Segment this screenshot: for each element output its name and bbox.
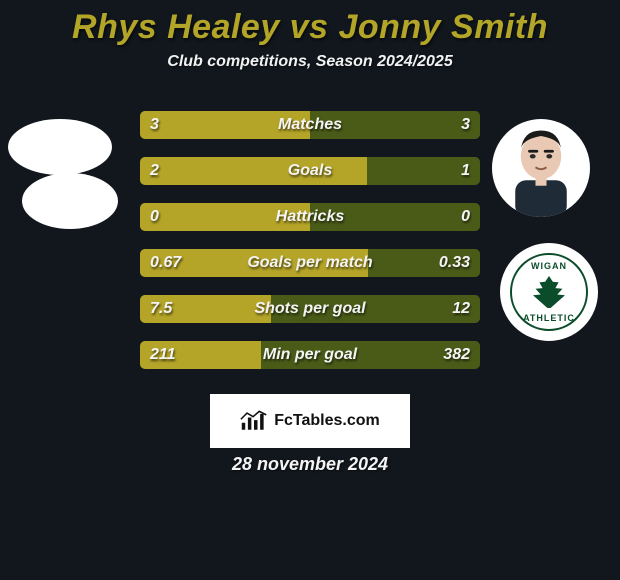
- branding-chart-icon: [240, 410, 268, 432]
- player-silhouette-icon: [495, 125, 587, 217]
- player-left-avatar-placeholder-1: [8, 119, 112, 175]
- stat-label: Matches: [278, 116, 342, 134]
- stat-row: 2 1 Goals: [140, 157, 480, 185]
- stat-value-right: 382: [443, 346, 470, 364]
- stat-value-right: 0: [461, 208, 470, 226]
- stat-value-left: 2: [150, 162, 159, 180]
- comparison-date: 28 november 2024: [232, 454, 388, 475]
- stat-bar-left: [140, 157, 367, 185]
- stat-value-right: 0.33: [439, 254, 470, 272]
- comparison-subtitle: Club competitions, Season 2024/2025: [0, 53, 620, 71]
- stat-row: 3 3 Matches: [140, 111, 480, 139]
- stat-label: Hattricks: [276, 208, 344, 226]
- stat-value-left: 0: [150, 208, 159, 226]
- stat-value-left: 211: [150, 346, 176, 364]
- stat-label: Goals per match: [247, 254, 372, 272]
- branding-text: FcTables.com: [274, 412, 380, 430]
- stat-value-left: 0.67: [150, 254, 181, 272]
- stat-row: 0 0 Hattricks: [140, 203, 480, 231]
- stat-label: Shots per goal: [254, 300, 365, 318]
- club-name-top: WIGAN: [531, 261, 567, 271]
- stat-row: 0.67 0.33 Goals per match: [140, 249, 480, 277]
- stat-value-right: 1: [461, 162, 470, 180]
- club-name-bottom: ATHLETIC: [523, 313, 575, 323]
- club-crest-tree-icon: [533, 276, 565, 308]
- branding-banner: FcTables.com: [210, 394, 410, 448]
- stat-label: Min per goal: [263, 346, 357, 364]
- stat-value-right: 12: [452, 300, 470, 318]
- club-right-badge: WIGAN ATHLETIC: [500, 243, 598, 341]
- player-right-avatar: [492, 119, 590, 217]
- stat-row: 7.5 12 Shots per goal: [140, 295, 480, 323]
- stat-row: 211 382 Min per goal: [140, 341, 480, 369]
- club-crest-icon: WIGAN ATHLETIC: [510, 253, 588, 331]
- player-left-avatar-placeholder-2: [22, 173, 118, 229]
- stat-label: Goals: [288, 162, 332, 180]
- stat-value-left: 3: [150, 116, 159, 134]
- stat-value-left: 7.5: [150, 300, 172, 318]
- stat-bars-column: 3 3 Matches 2 1 Goals 0 0 Hattricks 0.67 0.33 Goals…: [140, 111, 480, 387]
- comparison-title: Rhys Healey vs Jonny Smith: [0, 0, 620, 47]
- stat-value-right: 3: [461, 116, 470, 134]
